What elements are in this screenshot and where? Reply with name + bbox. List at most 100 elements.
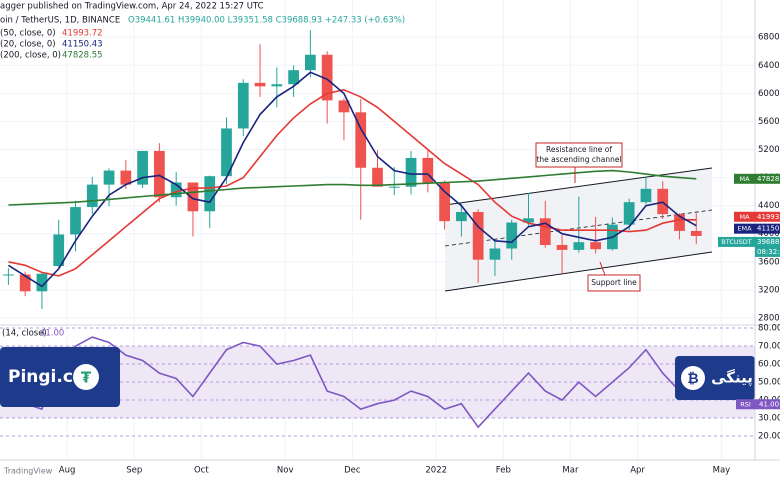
candle-body <box>70 207 81 235</box>
price-tag-name <box>734 223 755 234</box>
legend-value: 47828.55 <box>62 51 103 61</box>
watermark-left <box>0 347 120 407</box>
bitcoin-icon <box>681 366 705 390</box>
x-tick-label: Mar <box>562 466 579 476</box>
candle-body <box>221 128 232 177</box>
candle-body <box>640 188 652 203</box>
candle-body <box>53 234 65 267</box>
price-tag-value: 39688.93 <box>757 238 780 246</box>
annotation: Resistance line of <box>546 145 612 154</box>
y-tick-label: 68000.00 <box>758 33 780 43</box>
candle-body <box>288 70 299 85</box>
y-tick-label: 60.00 <box>758 360 780 370</box>
price-tag-name <box>734 211 755 222</box>
tether-icon <box>73 364 99 390</box>
tether-t: ₮ <box>81 369 92 387</box>
y-tick-label: 30.00 <box>758 414 780 424</box>
candle-body <box>422 157 434 183</box>
ohlc: O39441.61 H39940.00 L39351.58 C39688.93 … <box>128 16 405 26</box>
y-tick-label: 52000.00 <box>758 145 780 155</box>
moving-average <box>8 169 697 206</box>
candle-body <box>372 167 383 187</box>
y-tick-label: 50.00 <box>758 378 780 388</box>
price-tag-name: MA <box>739 213 750 221</box>
candle-body <box>321 54 333 101</box>
resistance-line <box>444 167 713 206</box>
candle-body <box>573 242 585 250</box>
candle-body <box>3 274 14 276</box>
price-tag-name: EMA <box>737 225 752 233</box>
candle-body <box>237 82 249 129</box>
candle-body <box>36 273 48 292</box>
x-tick-label: Oct <box>194 466 209 476</box>
price-tag-value: 41150.43 <box>757 225 780 233</box>
x-tick-label: Sep <box>126 466 142 476</box>
legend-entry: (50, close, 0) <box>0 29 56 39</box>
price-tag <box>755 223 780 234</box>
rsi-band <box>0 346 755 419</box>
candle-body <box>506 222 518 249</box>
candle-body <box>204 176 216 212</box>
support-line <box>444 251 713 292</box>
annotation-box <box>587 274 641 292</box>
candle-body <box>623 202 635 225</box>
moving-average <box>7 71 697 288</box>
price-tag <box>755 236 780 257</box>
candle-body <box>19 274 31 292</box>
y-tick-label: 32000.00 <box>758 285 780 295</box>
y-tick-label: 44000.00 <box>758 201 780 211</box>
legend-value: 41150.43 <box>62 40 103 50</box>
candle-body <box>170 182 182 198</box>
price-tag-value: 47828.55 <box>757 175 780 183</box>
candle-body <box>254 82 266 87</box>
candle-body <box>305 54 316 71</box>
candle-body <box>556 244 568 250</box>
watermark-text: پینگی <box>711 369 753 388</box>
y-tick-label: 56000.00 <box>758 117 780 127</box>
price-tag-value: 41.00 <box>759 400 779 408</box>
countdown: 08:32: <box>757 248 780 256</box>
y-tick-label: 64000.00 <box>758 61 780 71</box>
candle-body <box>338 100 350 113</box>
candle-body <box>523 218 534 223</box>
price-tag-name: RSI <box>740 400 751 408</box>
candle-body <box>103 170 115 185</box>
annotation: the ascending channel <box>536 155 621 164</box>
x-tick-label: Nov <box>277 466 294 476</box>
candle-body <box>120 170 132 185</box>
candle-body <box>439 182 450 222</box>
candle-body <box>539 218 551 245</box>
rsi-line <box>7 336 697 429</box>
price-tag <box>755 211 780 222</box>
candle-body <box>590 242 601 250</box>
candle-body <box>690 230 702 236</box>
candle-body <box>388 186 400 188</box>
y-tick-label: 28000.00 <box>758 313 780 323</box>
candle-body <box>137 150 148 185</box>
legend-entry: (200, close, 0) <box>0 51 61 61</box>
price-tag-name: MA <box>739 175 750 183</box>
watermark-text: Pingi.co <box>8 367 85 387</box>
y-tick-label: 60000.00 <box>758 89 780 99</box>
candle-body <box>456 211 467 222</box>
candle-body <box>472 211 484 260</box>
y-tick-label: 70.00 <box>758 342 780 352</box>
price-tag-name: BTCUSDT <box>721 238 751 246</box>
candle-body <box>355 112 367 168</box>
x-tick-label: Feb <box>496 466 511 476</box>
candle-body <box>86 184 98 208</box>
candle-body <box>187 182 199 212</box>
rsi-legend: (14, close) <box>2 329 47 339</box>
price-tag-name <box>736 399 755 410</box>
rsi-legend-value: 41.00 <box>40 329 64 339</box>
symbol: oin / TetherUS, 1D, BINANCE <box>0 16 120 26</box>
candle-body <box>405 157 417 187</box>
brand: TradingView <box>3 467 53 476</box>
x-tick-label: 2022 <box>425 466 447 476</box>
moving-average <box>8 88 697 277</box>
y-tick-label: 20.00 <box>758 432 780 442</box>
legend-entry: (20, close, 0) <box>0 40 56 50</box>
bitcoin-b: ₿ <box>687 371 698 387</box>
candle-body <box>674 214 685 231</box>
